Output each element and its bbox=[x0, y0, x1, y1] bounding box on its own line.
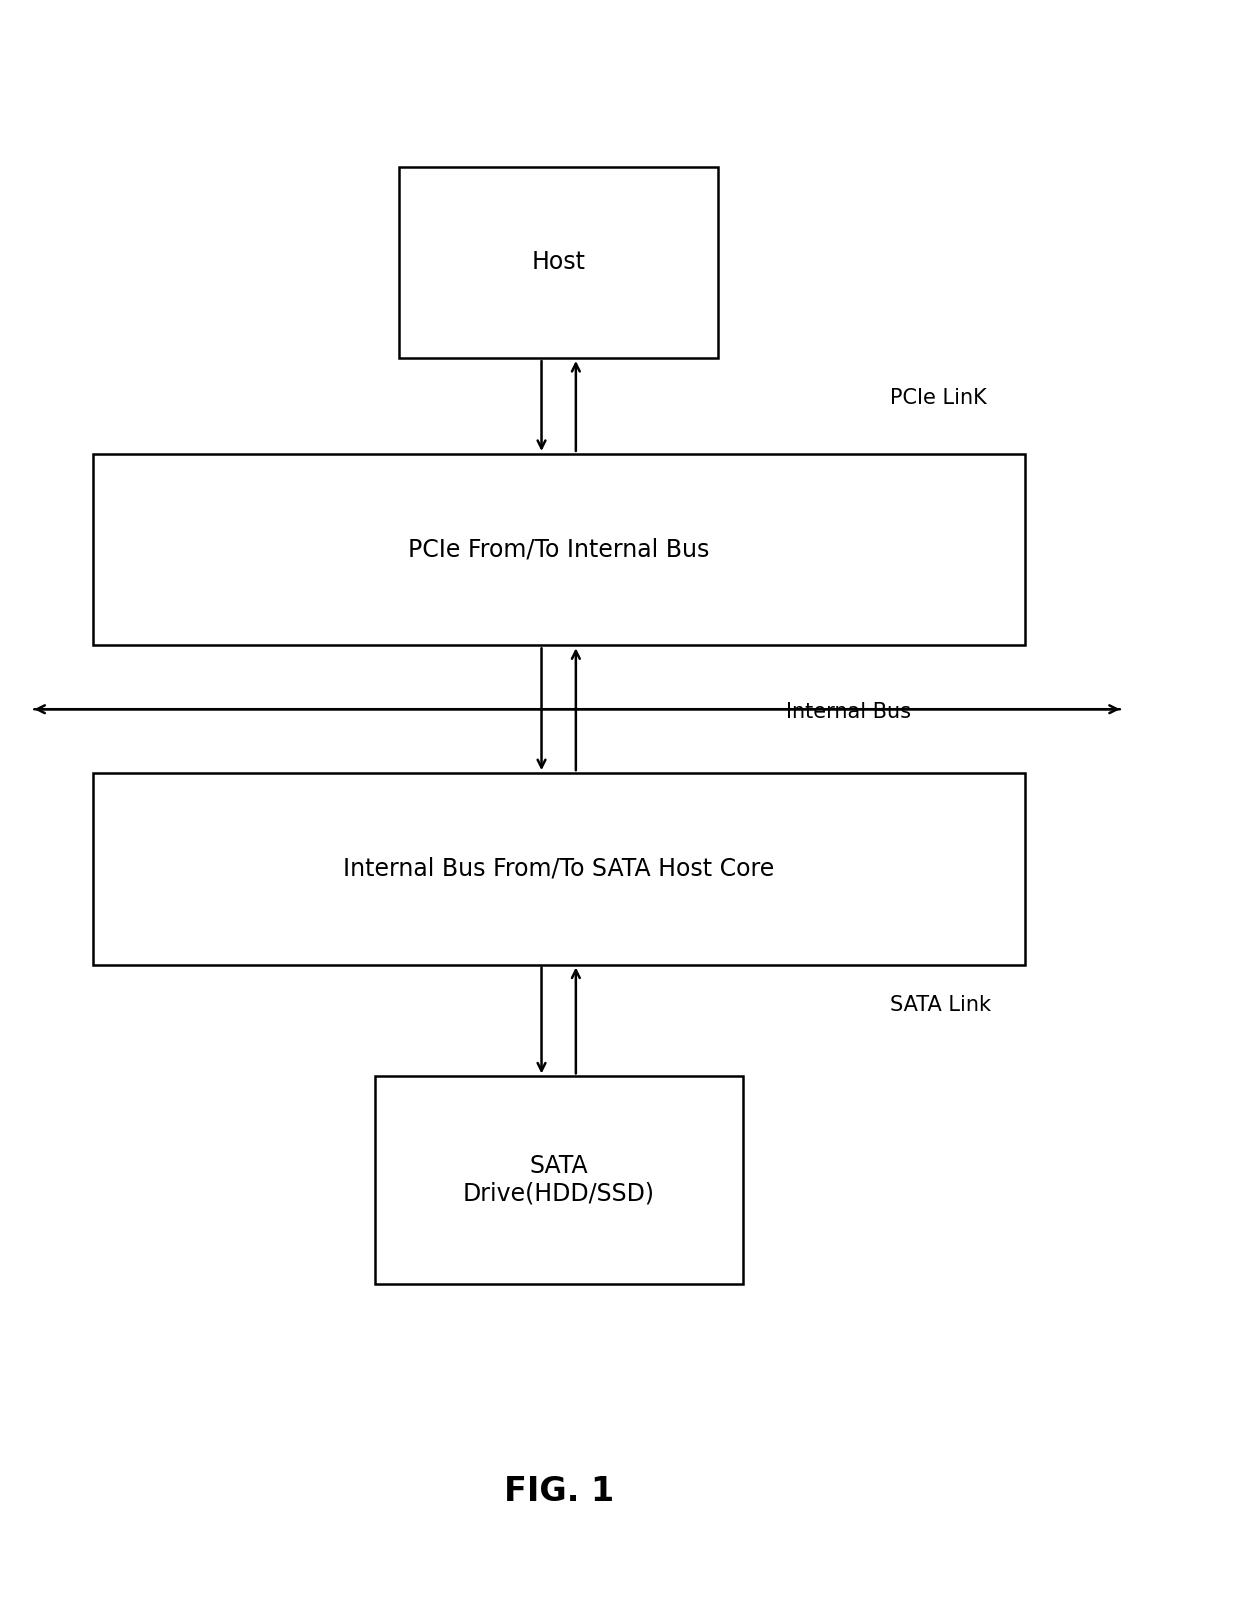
FancyBboxPatch shape bbox=[399, 166, 718, 357]
FancyBboxPatch shape bbox=[93, 454, 1024, 646]
Text: Internal Bus From/To SATA Host Core: Internal Bus From/To SATA Host Core bbox=[343, 857, 774, 881]
Text: SATA
Drive(HDD/SSD): SATA Drive(HDD/SSD) bbox=[463, 1154, 655, 1206]
Text: PCIe From/To Internal Bus: PCIe From/To Internal Bus bbox=[408, 538, 709, 562]
FancyBboxPatch shape bbox=[93, 773, 1024, 964]
Text: Internal Bus: Internal Bus bbox=[785, 702, 910, 723]
Text: PCIe LinK: PCIe LinK bbox=[890, 388, 987, 407]
FancyBboxPatch shape bbox=[374, 1077, 743, 1283]
Text: FIG. 1: FIG. 1 bbox=[503, 1475, 614, 1509]
Text: SATA Link: SATA Link bbox=[890, 995, 991, 1014]
Text: Host: Host bbox=[532, 250, 585, 274]
